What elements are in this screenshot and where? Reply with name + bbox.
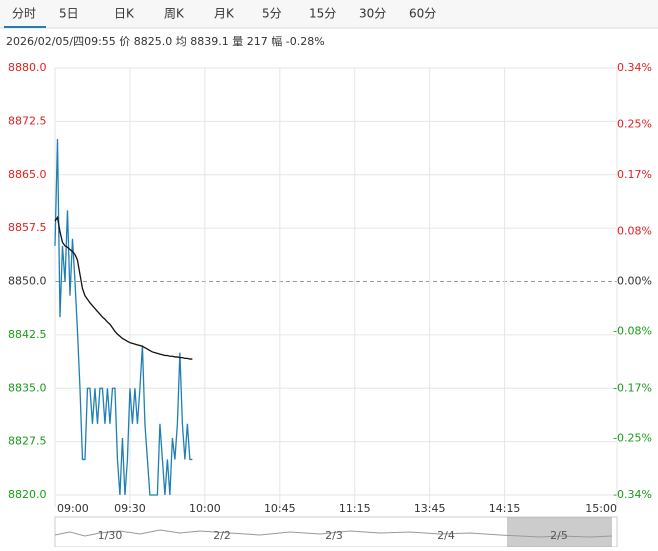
navigator-label: 2/5 <box>550 529 568 542</box>
y-tick-label: 8835.0 <box>8 381 47 394</box>
tabs: 分时 5日 日K 周K 月K 5分 15分 30分 60分 <box>4 7 436 28</box>
navigator-label: 2/2 <box>213 529 231 542</box>
y-tick-label: 8880.0 <box>8 61 47 74</box>
y2-tick-label: 0.17% <box>617 168 652 181</box>
y-tick-label: 8857.5 <box>8 221 47 234</box>
x-tick-label: 10:45 <box>264 502 296 515</box>
x-tick-label: 11:15 <box>339 502 371 515</box>
y2-tick-label: 0.00% <box>617 275 652 288</box>
y-tick-label: 8842.5 <box>8 328 47 341</box>
tab[interactable]: 分时 <box>12 7 36 21</box>
tab[interactable]: 60分 <box>409 7 436 21</box>
navigator-labels: 1/30 2/2 2/3 2/4 2/5 <box>98 529 568 542</box>
x-tick-label: 14:15 <box>489 502 521 515</box>
tab[interactable]: 日K <box>114 7 135 21</box>
y2-tick-label: -0.34% <box>613 488 652 501</box>
y2-tick-label: -0.08% <box>613 325 652 338</box>
plot: 8880.0 8872.5 8865.0 8857.5 8850.0 8842.5 8835… <box>8 61 652 518</box>
info-line: 2026/02/05/四09:55 价 8825.0 均 8839.1 量 21… <box>6 35 325 48</box>
y2-tick-label: 0.25% <box>617 118 652 131</box>
navigator-label: 2/3 <box>325 529 343 542</box>
tab-bar <box>0 0 658 28</box>
y-tick-label: 8850.0 <box>8 275 47 288</box>
tab[interactable]: 5分 <box>262 7 282 21</box>
tab[interactable]: 30分 <box>359 7 386 21</box>
navigator-label: 2/4 <box>437 529 455 542</box>
y-tick-label: 8827.5 <box>8 435 47 448</box>
series-line <box>54 139 193 496</box>
x-tick-label: 09:00 <box>57 502 89 515</box>
tab[interactable]: 周K <box>164 7 185 21</box>
tab[interactable]: 15分 <box>309 7 336 21</box>
series-line <box>54 215 193 360</box>
tab[interactable]: 5日 <box>59 7 79 21</box>
x-tick-label: 13:45 <box>414 502 446 515</box>
navigator-label: 1/30 <box>98 529 123 542</box>
y2-tick-label: -0.17% <box>613 381 652 394</box>
x-tick-label: 10:00 <box>189 502 221 515</box>
y-tick-label: 8872.5 <box>8 114 47 127</box>
y2-tick-label: 0.08% <box>617 224 652 237</box>
y-tick-label: 8820.0 <box>8 488 47 501</box>
navigator-handle[interactable] <box>507 517 612 547</box>
y2-tick-label: 0.34% <box>617 61 652 74</box>
y2-tick-label: -0.25% <box>613 431 652 444</box>
y-tick-label: 8865.0 <box>8 168 47 181</box>
x-tick-label: 15:00 <box>585 502 617 515</box>
x-tick-label: 09:30 <box>114 502 146 515</box>
tab[interactable]: 月K <box>214 7 235 21</box>
